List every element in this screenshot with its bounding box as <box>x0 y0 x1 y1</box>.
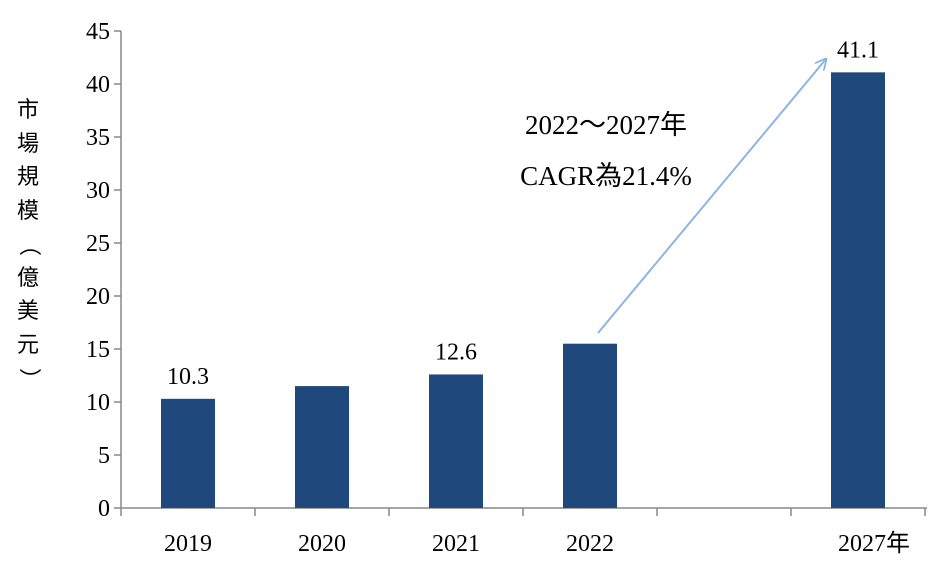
y-axis: 0 5 10 15 20 25 30 35 40 45 <box>86 19 122 522</box>
y-axis-title-char: 規 <box>16 165 39 190</box>
data-labels: 10.3 12.6 41.1 <box>167 37 879 389</box>
cagr-arrow <box>597 59 826 334</box>
x-category-label: 2019 <box>164 531 212 557</box>
annotation-line-2: CAGR為21.4% <box>520 161 692 191</box>
data-label: 41.1 <box>837 37 879 63</box>
data-label: 10.3 <box>167 364 209 390</box>
y-tick-label: 40 <box>86 72 110 98</box>
bar-2021 <box>429 374 483 508</box>
y-axis-title-char: 美 <box>16 299 39 324</box>
y-tick-label: 0 <box>98 496 110 522</box>
bar-2019 <box>161 398 215 508</box>
y-tick-label: 5 <box>98 443 110 469</box>
y-tick-label: 15 <box>86 337 110 363</box>
y-tick-label: 25 <box>86 231 110 257</box>
y-tick-label: 30 <box>86 178 110 204</box>
x-category-label: 2027年 <box>838 530 910 557</box>
bar-2020 <box>295 386 349 508</box>
bar-2027 <box>831 72 885 508</box>
y-axis-title-char: （ <box>16 233 41 256</box>
y-tick-label: 35 <box>86 125 110 151</box>
bar-2022 <box>563 343 617 508</box>
y-axis-title-char: 市 <box>16 98 39 123</box>
y-axis-title-char: 模 <box>16 198 39 224</box>
y-axis-title-char: ） <box>16 367 41 390</box>
y-tick-label: 10 <box>86 390 110 416</box>
x-category-label: 2022 <box>566 531 614 557</box>
y-axis-title-char: 億 <box>16 265 39 291</box>
y-tick-label: 20 <box>86 284 110 310</box>
y-axis-title-char: 場 <box>16 131 39 157</box>
data-label: 12.6 <box>435 339 477 365</box>
x-category-label: 2020 <box>298 531 346 557</box>
y-axis-title-char: 元 <box>16 332 39 358</box>
annotation-line-1: 2022～2027年 <box>525 110 687 140</box>
y-tick-label: 45 <box>86 19 110 45</box>
x-category-label: 2021 <box>432 531 480 557</box>
bars <box>161 72 885 508</box>
x-axis: 2019 2020 2021 2022 2027年 <box>120 507 927 557</box>
